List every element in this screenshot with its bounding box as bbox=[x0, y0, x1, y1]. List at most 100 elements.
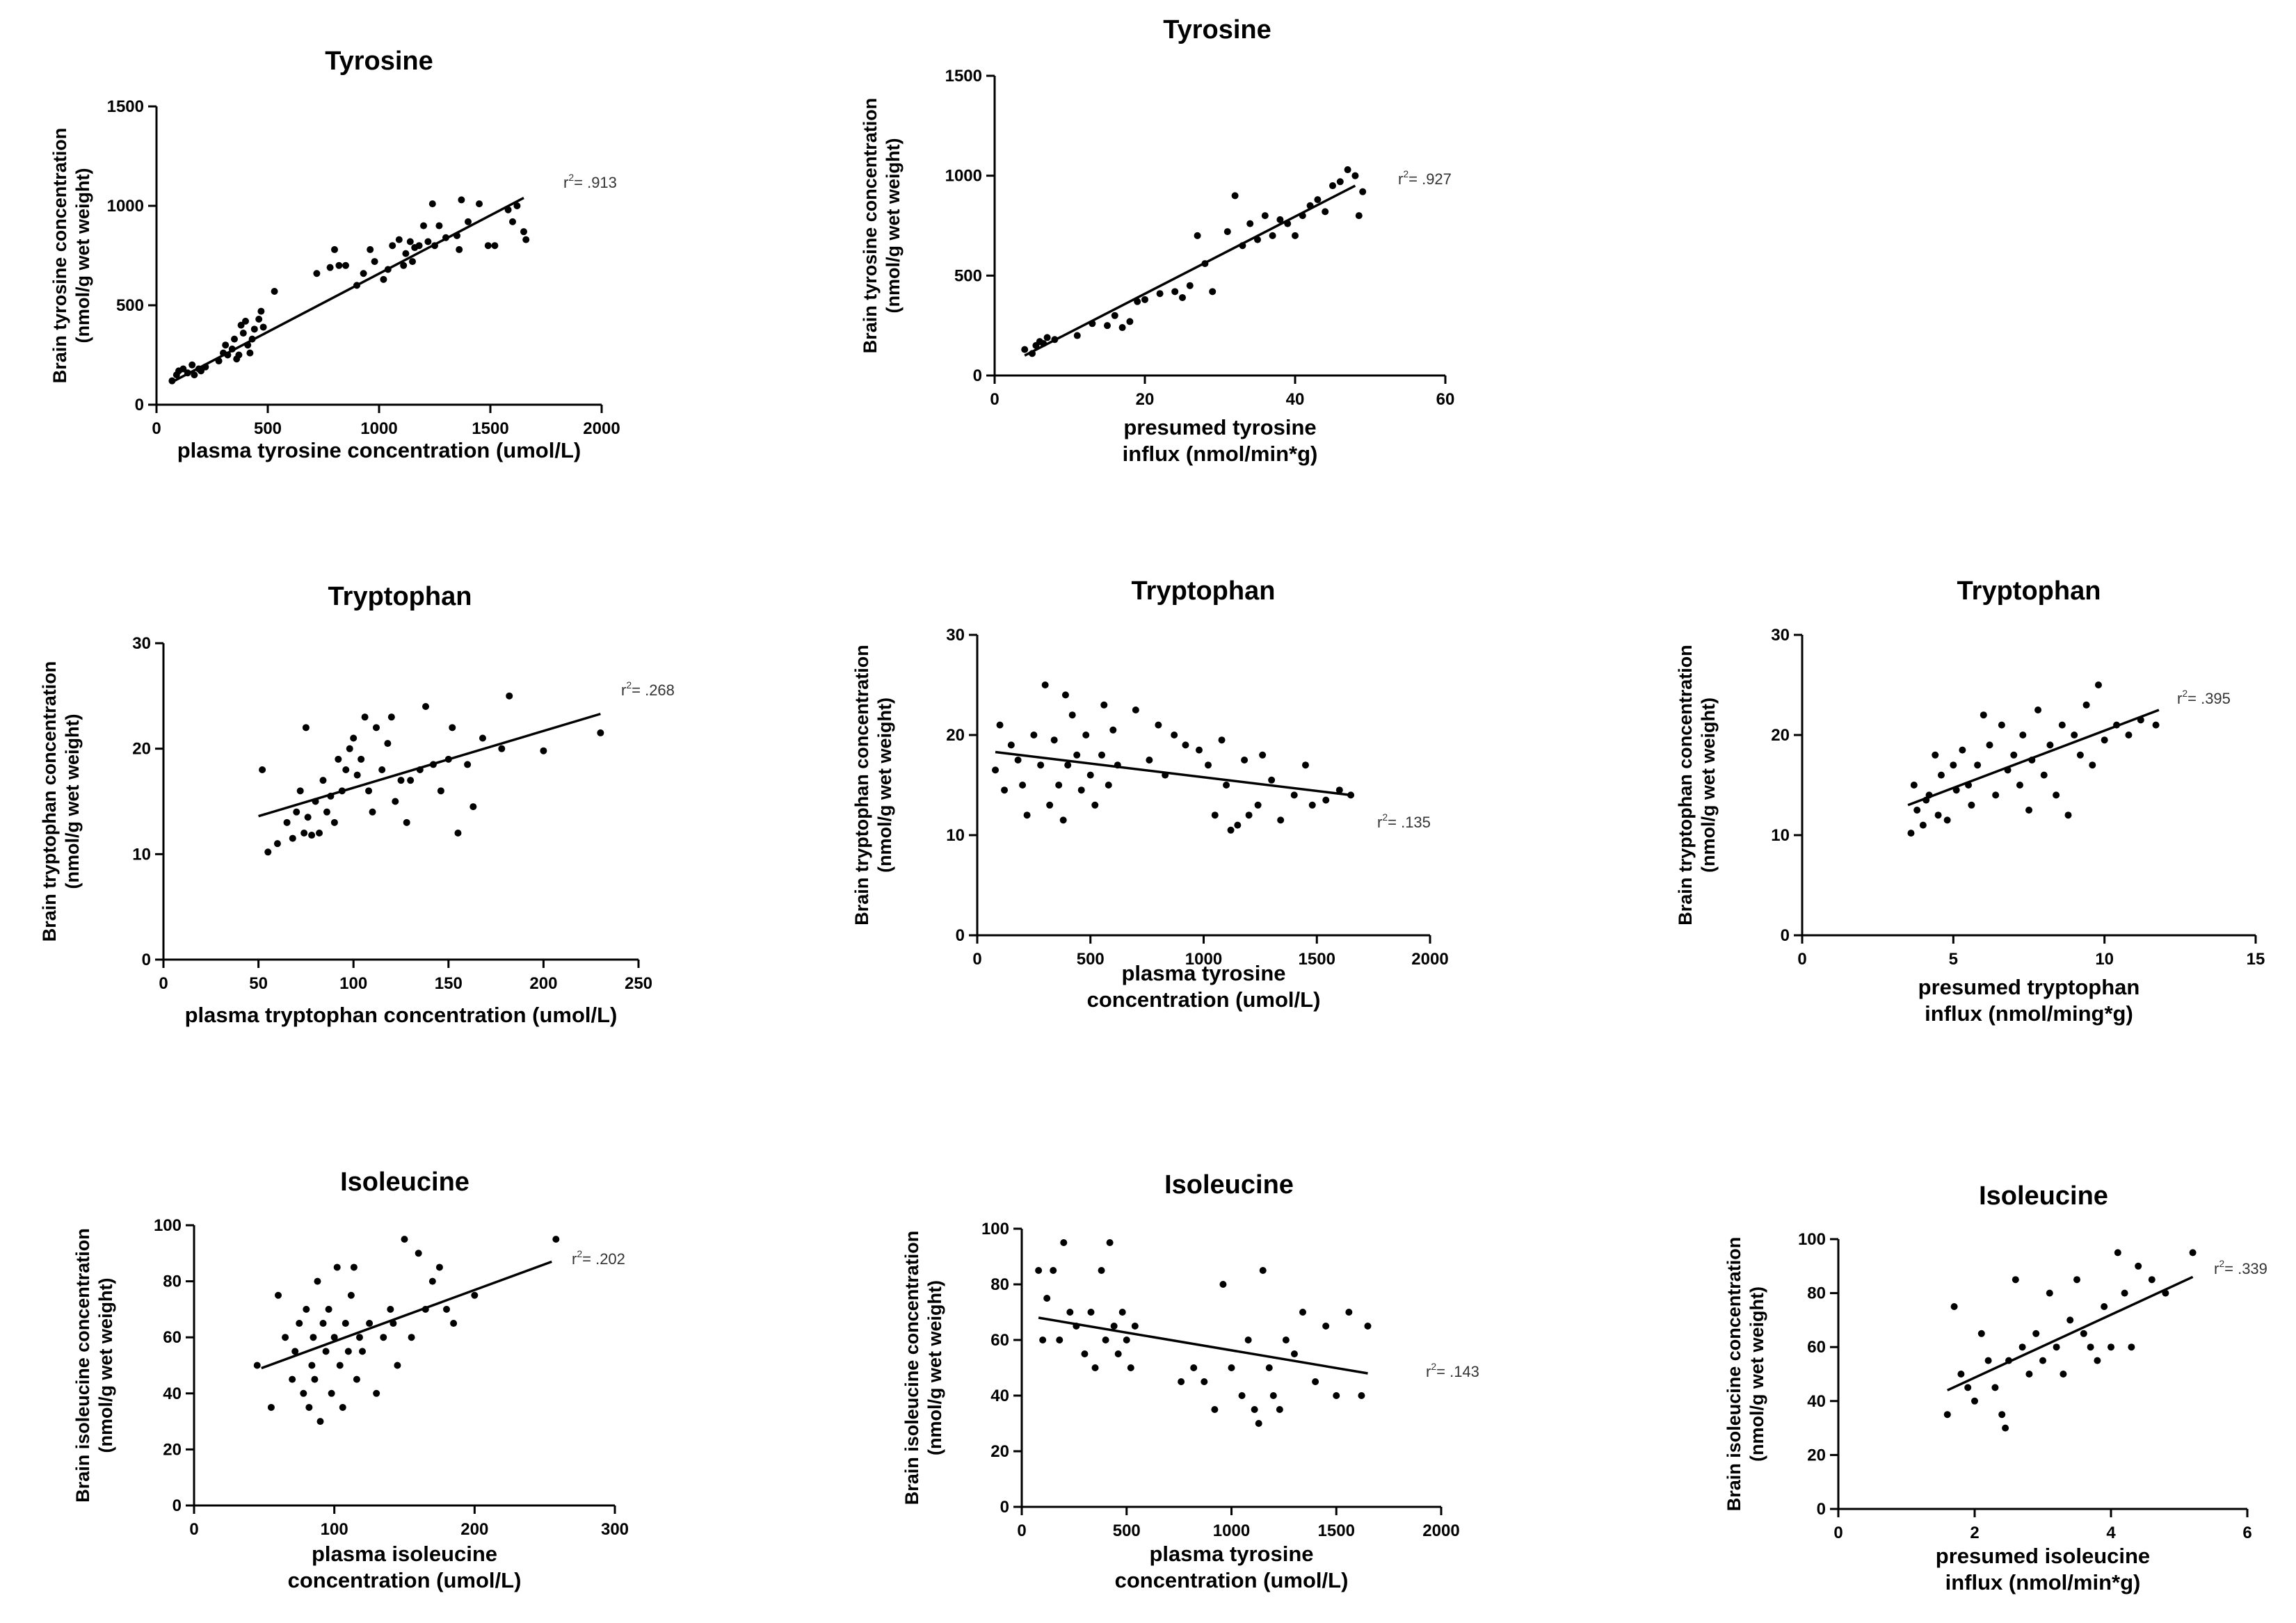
chart-title: Tryptophan bbox=[328, 582, 472, 611]
data-point bbox=[422, 1305, 429, 1313]
y-axis-label-line: (nmol/g wet weight) bbox=[1698, 697, 1719, 873]
y-tick-label: 60 bbox=[990, 1331, 1009, 1350]
y-tick-label: 100 bbox=[1798, 1230, 1826, 1249]
data-point bbox=[369, 808, 376, 816]
x-tick-label: 1500 bbox=[1318, 1521, 1355, 1540]
data-point bbox=[1179, 293, 1186, 301]
data-point bbox=[389, 242, 396, 250]
x-axis-label: presumed isoleucine bbox=[1936, 1544, 2150, 1568]
data-point bbox=[1086, 771, 1094, 779]
regression-line bbox=[1024, 184, 1356, 357]
data-point bbox=[1105, 782, 1112, 789]
data-point bbox=[476, 200, 483, 208]
data-point bbox=[2018, 1343, 2026, 1351]
data-point bbox=[504, 206, 512, 213]
data-point bbox=[1100, 701, 1108, 709]
data-point bbox=[1043, 334, 1051, 341]
data-point bbox=[1355, 212, 1363, 220]
data-point bbox=[469, 803, 477, 811]
data-point bbox=[259, 323, 267, 331]
y-axis-label-line: Brain tryptophan concentration bbox=[39, 661, 60, 942]
data-point bbox=[366, 1320, 374, 1327]
data-point bbox=[360, 270, 367, 277]
x-tick-label: 0 bbox=[1833, 1524, 1843, 1542]
y-axis-label-line: Brain tryptophan concentration bbox=[1675, 645, 1696, 926]
data-point bbox=[246, 349, 254, 357]
data-point bbox=[302, 724, 310, 732]
y-tick-label: 10 bbox=[132, 845, 151, 864]
data-point bbox=[1255, 1420, 1262, 1427]
r-squared-label: r2= .135 bbox=[1377, 812, 1431, 831]
data-point bbox=[1223, 228, 1231, 236]
data-point bbox=[597, 729, 604, 736]
x-axis-label: concentration (umol/L) bbox=[1087, 987, 1321, 1012]
data-point bbox=[2189, 1249, 2197, 1257]
data-point bbox=[310, 1334, 317, 1341]
chart-title: Tyrosine bbox=[325, 47, 433, 76]
data-point bbox=[1254, 236, 1261, 243]
data-point bbox=[2094, 1357, 2101, 1364]
data-point bbox=[522, 236, 530, 243]
data-point bbox=[359, 1348, 366, 1355]
data-point bbox=[1098, 1267, 1105, 1274]
data-point bbox=[394, 1362, 401, 1369]
data-point bbox=[428, 200, 436, 208]
data-point bbox=[2101, 1303, 2108, 1310]
x-axis-label: plasma tyrosine bbox=[1121, 961, 1285, 985]
data-point bbox=[1335, 786, 1343, 794]
x-axis-label: concentration (umol/L) bbox=[288, 1568, 522, 1592]
x-tick-label: 100 bbox=[321, 1520, 348, 1539]
data-point bbox=[1162, 771, 1169, 779]
data-point bbox=[420, 222, 427, 229]
data-point bbox=[1190, 1364, 1198, 1371]
y-tick-label: 0 bbox=[973, 366, 982, 385]
data-point bbox=[179, 365, 187, 373]
x-tick-label: 0 bbox=[990, 390, 999, 409]
data-point bbox=[491, 242, 499, 250]
data-point bbox=[244, 341, 252, 349]
data-point bbox=[327, 792, 335, 800]
data-point bbox=[228, 345, 236, 353]
data-point bbox=[406, 238, 414, 245]
data-point bbox=[1998, 721, 2005, 729]
y-axis-label: Brain tryptophan concentration (nmol/g we… bbox=[39, 661, 83, 942]
data-point bbox=[429, 761, 437, 768]
data-point bbox=[1131, 1323, 1139, 1330]
data-point bbox=[1239, 242, 1246, 250]
y-tick-label: 80 bbox=[163, 1273, 182, 1291]
data-point bbox=[1089, 320, 1096, 328]
data-point bbox=[1123, 1337, 1130, 1343]
data-point bbox=[1073, 1323, 1080, 1330]
y-axis-label-line: Brain isoleucine concentration bbox=[901, 1231, 922, 1505]
scatter-panel-6: Isoleucine 0 20 40 60 80 100 0 100 200 300 plasma i… bbox=[72, 1168, 629, 1592]
data-point bbox=[2005, 1357, 2012, 1364]
data-point bbox=[1227, 826, 1235, 834]
data-point bbox=[1284, 220, 1292, 227]
data-point bbox=[1322, 1323, 1330, 1330]
data-point bbox=[1998, 1411, 2006, 1419]
data-point bbox=[1114, 1350, 1122, 1357]
data-point bbox=[1041, 681, 1049, 688]
data-point bbox=[1265, 1364, 1273, 1371]
data-point bbox=[458, 196, 465, 204]
chart-title: Isoleucine bbox=[340, 1168, 469, 1197]
data-point bbox=[1029, 350, 1036, 357]
data-point bbox=[1055, 782, 1063, 789]
data-point bbox=[392, 798, 399, 805]
data-point bbox=[1019, 782, 1027, 789]
data-point bbox=[1211, 812, 1219, 819]
data-point bbox=[1211, 1406, 1219, 1413]
data-point bbox=[397, 777, 405, 784]
y-tick-label: 1500 bbox=[107, 97, 144, 116]
y-tick-label: 30 bbox=[132, 634, 151, 653]
data-point bbox=[239, 330, 247, 337]
data-point bbox=[289, 1375, 296, 1383]
data-point bbox=[509, 218, 516, 225]
data-point bbox=[188, 361, 196, 369]
x-tick-label: 15 bbox=[2247, 950, 2265, 969]
data-point bbox=[300, 1389, 307, 1397]
data-point bbox=[311, 1375, 319, 1383]
data-point bbox=[1087, 1309, 1095, 1316]
regression-line bbox=[261, 1260, 552, 1370]
